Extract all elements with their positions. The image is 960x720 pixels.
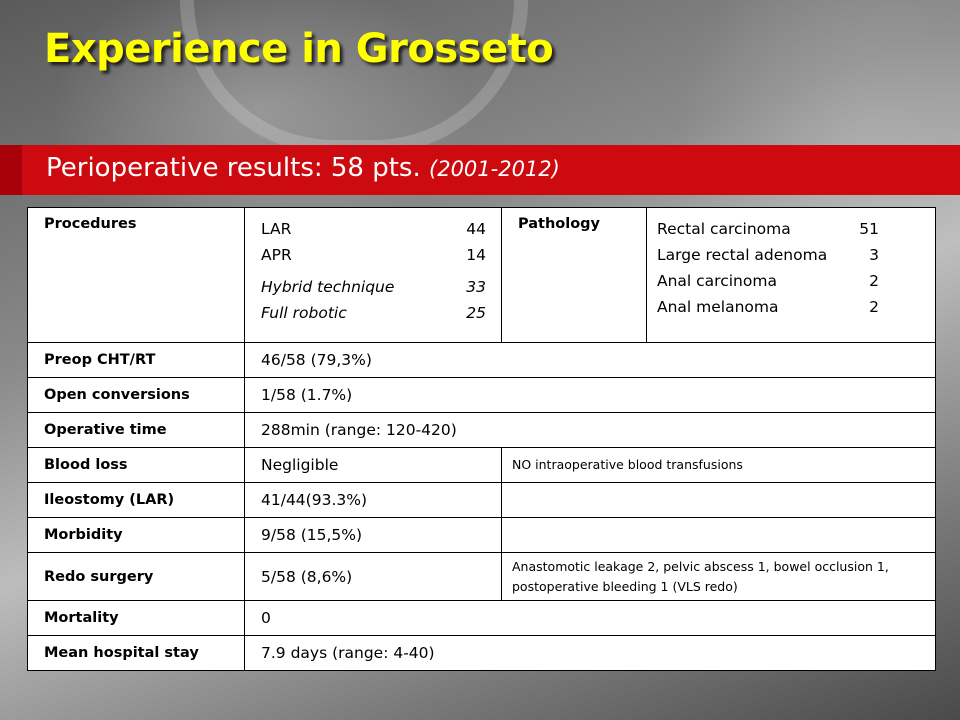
row-note: Anastomotic leakage 2, pelvic abscess 1,… [501,552,936,601]
row-value: 1/58 (1.7%) [244,377,936,413]
pathology-name: Anal carcinoma [657,272,777,290]
row-value: 41/44(93.3%) [244,482,502,518]
pathology-item: Anal carcinoma 2 [657,268,879,294]
pathology-values: Rectal carcinoma 51 Large rectal adenoma… [646,207,936,343]
procedure-item: APR 14 [261,242,486,268]
subtitle-band: Perioperative results: 58 pts. (2001-201… [0,145,960,195]
pathology-name: Anal melanoma [657,298,779,316]
pathology-label: Pathology [501,207,647,343]
procedure-name: APR [261,246,292,264]
row-label: Operative time [27,412,245,448]
pathology-item: Large rectal adenoma 3 [657,242,879,268]
pathology-count: 3 [869,246,879,264]
table-row: Mortality 0 [27,600,936,636]
procedure-count: 14 [466,246,486,264]
band-accent [0,145,22,195]
row-label: Mean hospital stay [27,635,245,671]
pathology-name: Rectal carcinoma [657,220,791,238]
table-row: Operative time 288min (range: 120-420) [27,412,936,448]
table-row: Ileostomy (LAR) 41/44(93.3%) [27,482,936,518]
row-value: 0 [244,600,936,636]
table-row: Mean hospital stay 7.9 days (range: 4-40… [27,635,936,671]
row-value: 288min (range: 120-420) [244,412,936,448]
table-row: Blood loss Negligible NO intraoperative … [27,447,936,483]
procedure-count: 25 [466,304,486,322]
row-value: 7.9 days (range: 4-40) [244,635,936,671]
row-label: Morbidity [27,517,245,553]
procedure-item: LAR 44 [261,216,486,242]
row-value: 5/58 (8,6%) [244,552,502,601]
pathology-count: 2 [869,298,879,316]
row-value: 9/58 (15,5%) [244,517,502,553]
table-row: Procedures LAR 44 APR 14 Hybrid techniqu… [27,207,936,343]
row-label: Preop CHT/RT [27,342,245,378]
row-note [501,482,936,518]
subtitle-years: (2001-2012) [429,157,560,181]
row-note [501,517,936,553]
background-shape [180,0,528,154]
table-row: Preop CHT/RT 46/58 (79,3%) [27,342,936,378]
procedure-item: Hybrid technique 33 [261,274,486,300]
procedure-count: 33 [466,278,486,296]
row-note: NO intraoperative blood transfusions [501,447,936,483]
procedure-item: Full robotic 25 [261,300,486,326]
results-table: Procedures LAR 44 APR 14 Hybrid techniqu… [27,207,936,671]
table-row: Open conversions 1/58 (1.7%) [27,377,936,413]
procedure-name: Full robotic [261,304,347,322]
row-label: Mortality [27,600,245,636]
pathology-count: 2 [869,272,879,290]
procedure-count: 44 [466,220,486,238]
procedure-name: LAR [261,220,292,238]
pathology-count: 51 [859,220,879,238]
pathology-item: Rectal carcinoma 51 [657,216,879,242]
procedures-label: Procedures [27,207,245,343]
table-row: Redo surgery 5/58 (8,6%) Anastomotic lea… [27,552,936,601]
table-row: Morbidity 9/58 (15,5%) [27,517,936,553]
subtitle-main: Perioperative results: 58 pts. [46,153,421,183]
row-value: Negligible [244,447,502,483]
row-value: 46/58 (79,3%) [244,342,936,378]
pathology-item: Anal melanoma 2 [657,294,879,320]
subtitle: Perioperative results: 58 pts. (2001-201… [46,153,560,183]
procedures-values: LAR 44 APR 14 Hybrid technique 33 Full r… [244,207,502,343]
row-label: Ileostomy (LAR) [27,482,245,518]
row-label: Redo surgery [27,552,245,601]
pathology-name: Large rectal adenoma [657,246,828,264]
row-label: Open conversions [27,377,245,413]
row-label: Blood loss [27,447,245,483]
procedure-name: Hybrid technique [261,278,395,296]
slide-title: Experience in Grosseto [44,26,554,72]
